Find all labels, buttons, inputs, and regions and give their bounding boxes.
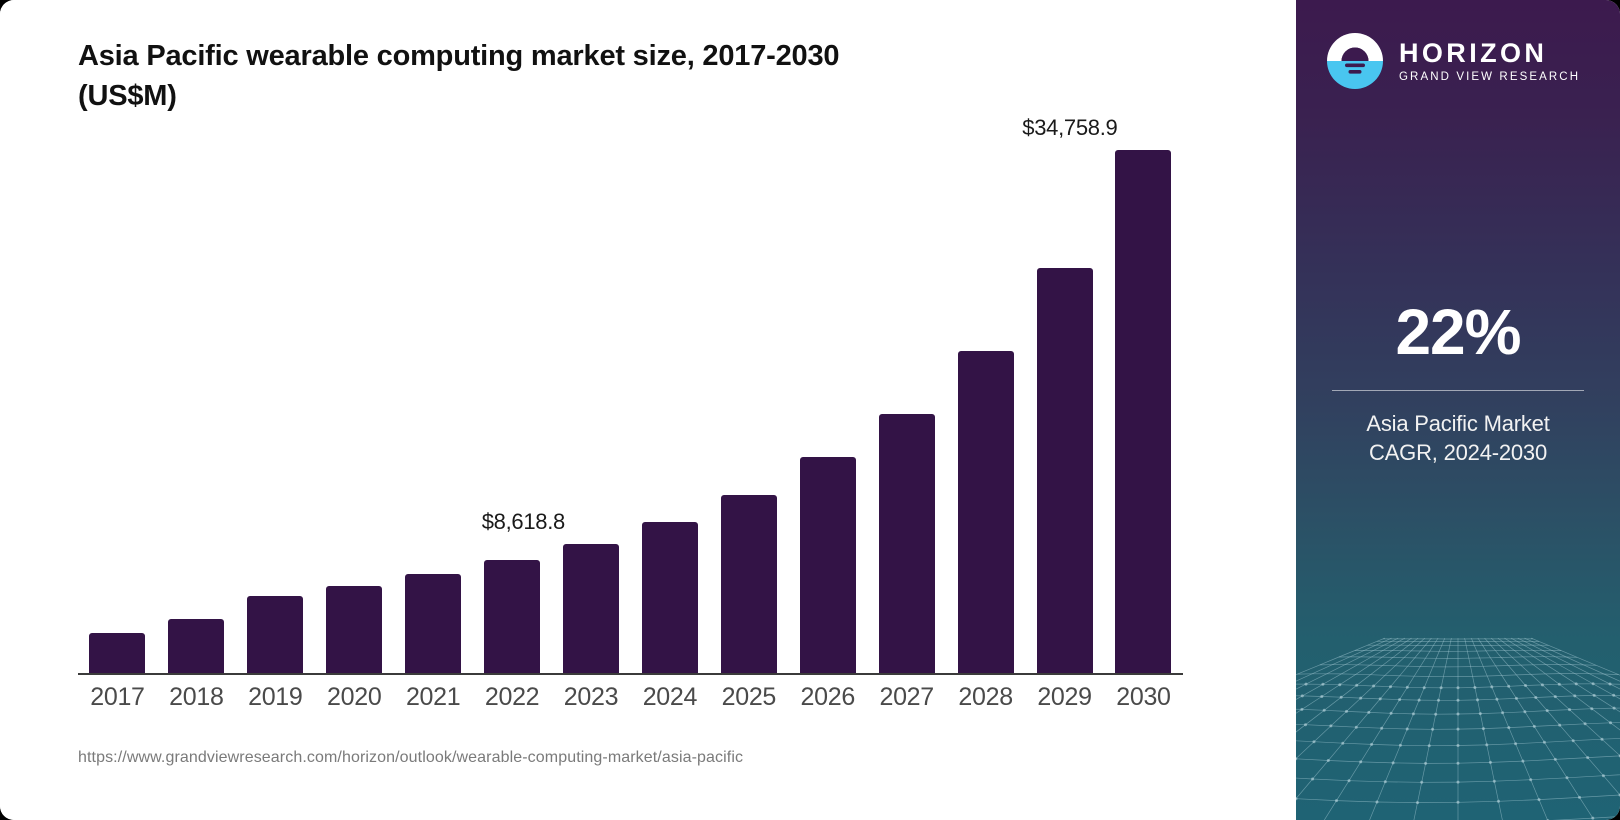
bar-slot [867,150,946,674]
x-tick-label: 2023 [563,683,619,711]
bar[interactable] [957,350,1014,674]
chart-title-line-2: (US$M) [78,80,177,113]
x-tick-label: 2025 [721,683,777,711]
bar[interactable] [326,586,383,674]
bar-slot [630,150,709,674]
x-tick-label: 2018 [169,683,224,711]
brand-sidebar: HORIZON GRAND VIEW RESEARCH 22% Asia Pac… [1296,0,1620,820]
bar[interactable] [89,632,146,674]
x-tick-label: 2027 [879,683,934,711]
bar-series: $8,618.8 $34,758.9 [78,115,1183,674]
logo[interactable]: HORIZON GRAND VIEW RESEARCH [1326,32,1580,90]
plot-area: $8,618.8 $34,758.9 [78,115,1183,674]
bar-slot [946,150,1025,674]
x-tick-label: 2021 [405,683,461,711]
bar-value-label: $8,618.8 [481,509,566,535]
x-tick-label: 2019 [248,683,303,711]
cagr-stat: 22% Asia Pacific Market CAGR, 2024-2030 [1296,300,1620,467]
x-axis-tick-labels: 2017 2018 2019 2020 2021 2022 2023 2024 2025 2026… [78,683,1183,712]
bar[interactable] [247,595,304,674]
bar-slot [1025,150,1104,674]
bar[interactable] [799,457,856,674]
x-tick-label: 2020 [327,683,382,711]
bar-slot [78,150,157,674]
bar-slot [788,150,867,674]
x-axis-line [78,673,1183,675]
bar[interactable] [405,573,462,674]
x-tick-label: 2017 [90,683,145,711]
logo-tagline: GRAND VIEW RESEARCH [1399,71,1581,84]
bar[interactable] [878,413,935,674]
perspective-grid-mesh [1296,560,1620,820]
x-tick-label: 2026 [800,683,856,711]
bar-slot [709,150,788,674]
x-tick-label: 2028 [958,683,1013,711]
x-tick-label: 2030 [1116,683,1171,711]
bar[interactable] [1115,150,1172,674]
bar-slot [315,150,394,674]
source-url[interactable]: https://www.grandviewresearch.com/horizo… [78,749,744,766]
bar-slot [473,150,552,674]
cagr-caption-line-1: Asia Pacific Market [1366,411,1550,436]
logo-wordmark: HORIZON GRAND VIEW RESEARCH [1399,37,1581,84]
cagr-caption-line-2: CAGR, 2024-2030 [1369,440,1547,466]
divider [1332,390,1584,391]
bar-slot [394,150,473,674]
x-tick-label: 2022 [484,683,540,711]
bar[interactable] [641,521,698,674]
cagr-value: 22% [1395,296,1521,368]
bar[interactable] [720,495,777,674]
bar-slot: $8,618.8 [482,150,631,674]
bar[interactable] [168,618,225,674]
chart-panel: Asia Pacific wearable computing market s… [78,36,1183,766]
bar-slot [236,150,315,674]
logo-name: HORIZON [1399,37,1548,68]
bar[interactable] [484,559,541,674]
x-tick-label: 2024 [642,683,698,711]
bar[interactable] [562,544,619,674]
page-title: Asia Pacific wearable computing market s… [78,36,1078,116]
horizon-sun-icon [1326,32,1384,90]
bar-value-label: $34,758.9 [1022,115,1118,140]
x-tick-label: 2029 [1037,683,1092,711]
cagr-caption: Asia Pacific Market CAGR, 2024-2030 [1296,409,1620,467]
bar-slot [157,150,236,674]
bar[interactable] [1036,268,1093,674]
bar-slot: $34,758.9 [1022,115,1183,674]
chart-title-line-1: Asia Pacific wearable computing market s… [78,40,840,72]
